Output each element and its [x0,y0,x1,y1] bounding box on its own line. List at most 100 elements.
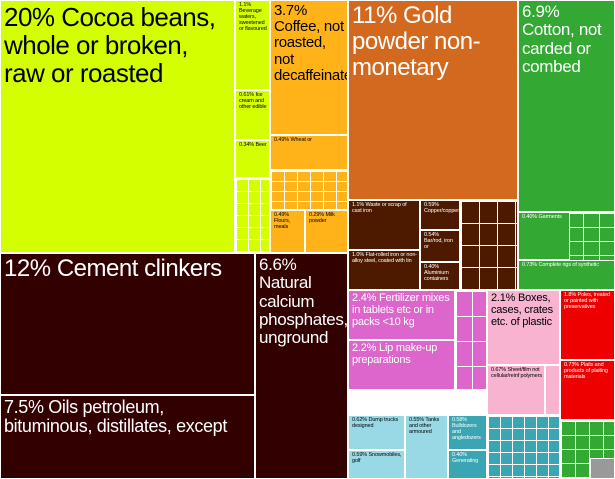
treemap-cell: 0.73% Complete rigs of synthetic [518,260,615,290]
cell-label: 0.73% Complete rigs of synthetic [522,262,612,269]
cell-label: 11% Gold powder non-monetary [352,3,515,81]
cell-label: 7.5% Oils petroleum, bituminous, distill… [4,397,252,437]
value-label: 2.2% [352,342,377,354]
category-label: Aluminium containers [424,269,449,282]
category-label: Tanks and other armoured [409,417,440,435]
treemap-cell: 0.54% Bar/rod, iron or [420,230,460,262]
value-label: 0.54% [424,232,440,238]
group-bg [590,458,615,479]
value-label: 0.73% [564,362,580,368]
treemap-cell: 2.4% Fertilizer mixes in tablets etc or … [348,290,455,340]
treemap-cell: 7.5% Oils petroleum, bituminous, distill… [0,395,255,479]
treemap-cell: 0.59% Copper/copper [420,200,460,230]
category-label: Oils petroleum, bituminous, distillates,… [4,397,227,437]
cell-label: 0.61% Ice cream and other edible [239,92,267,111]
category-label: Snowmobiles, golf [352,452,402,464]
cell-label: 0.34% Beer [239,142,267,149]
treemap-cell: 1.1% Beverage waters, sweetened or flavo… [235,0,270,90]
group-bg [545,365,560,415]
treemap-cell: 0.40% Generating [448,450,487,479]
value-label: 0.61% [239,92,255,98]
cell-label: 0.40% Aluminium containers [424,264,457,283]
cell-label: 2.1% Boxes, cases, crates etc. of plasti… [491,292,557,329]
value-label: 12% [4,255,51,282]
group-bg [455,290,487,390]
cell-label: 0.29% Milk powder [309,212,345,225]
value-label: 0.59% [424,202,440,208]
cell-label: 2.4% Fertilizer mixes in tablets etc or … [352,292,452,329]
group-bg [487,415,560,479]
value-label: 0.59% [352,452,368,458]
value-label: 0.40% [452,452,468,458]
category-label: Bar/rod, iron or [424,237,453,250]
cell-label: 0.59% Snowmobiles, golf [352,452,402,465]
category-label: Copper/copper [424,207,459,214]
cell-label: 0.40% Garments [522,214,567,221]
category-label: Sheet/film not cellular/reinf polymers [491,367,542,379]
category-label: Flours, meals [274,217,291,230]
category-label: Lip make-up preparations [352,342,438,366]
treemap-cell: 1.0% Flat-rolled iron or non-alloy steel… [348,250,420,290]
category-label: Ice cream and other edible [239,92,267,110]
category-label: Plaits and products of plaiting material… [564,362,608,380]
treemap-cell: 0.40% Aluminium containers [420,262,460,290]
category-label: Coffee, not roasted, not decaffeinated [274,18,347,84]
category-label: Garments [538,214,562,220]
treemap-cell: 2.1% Boxes, cases, crates etc. of plasti… [487,290,560,365]
category-label: Bulldozers and angledozers [452,422,481,441]
value-label: 0.40% [522,214,538,220]
value-label: 20% [4,2,55,32]
category-label: Boxes, cases, crates etc. of plastic [491,292,553,328]
value-label: 0.34% [239,142,255,148]
category-label: Poles, treated or painted with preservat… [564,292,610,310]
value-label: 0.67% [491,367,507,373]
cell-label: 0.40% Generating [452,452,484,465]
treemap-cell: 2.2% Lip make-up preparations [348,340,455,390]
category-label: Cotton, not carded or combed [522,20,602,77]
category-label: Complete rigs of synthetic [538,262,599,268]
category-label: Cement clinkers [56,255,222,282]
cell-label: 1.1% Waste or scrap of cast iron [352,202,417,215]
cell-label: 12% Cement clinkers [4,256,252,282]
cell-label: 0.59% Copper/copper [424,202,459,215]
category-label: Natural calcium phosphates, unground [259,273,348,348]
group-bg [270,170,348,210]
value-label: 2.1% [491,292,516,304]
treemap-cell: 0.40% Garments [518,212,570,260]
cell-label: 2.2% Lip make-up preparations [352,342,452,367]
value-label: 3.7% [274,2,307,19]
value-label: 0.49% [274,137,290,143]
category-label: Beverage waters, sweetened or flavoured [239,7,267,32]
treemap-cell: 20% Cocoa beans, whole or broken, raw or… [0,0,235,253]
cell-label: 1.0% Flat-rolled iron or non-alloy steel… [352,252,417,265]
value-label: 1.0% [352,252,365,258]
cell-label: 0.58% Bulldozers and angledozers [452,417,484,442]
cell-label: 0.55% Tanks and other armoured [409,417,445,436]
category-label: Generating [452,457,479,464]
value-label: 0.55% [409,417,425,423]
treemap-cell: 3.7% Coffee, not roasted, not decaffeina… [270,0,348,135]
treemap-cell: 0.49% Wheat or [270,135,348,170]
category-label: Flat-rolled iron or non-alloy steel, coa… [352,252,417,264]
group-bg [460,200,518,290]
treemap-cell: 0.29% Milk powder [305,210,348,253]
treemap-cell: 0.58% Bulldozers and angledozers [448,415,487,450]
treemap-cell: 0.55% Tanks and other armoured [405,415,448,479]
value-label: 6.6% [259,255,297,274]
treemap-cell: 0.59% Snowmobiles, golf [348,450,405,479]
category-label: Dump trucks designed [352,417,399,429]
category-label: Gold powder non-monetary [352,2,481,81]
treemap-cell: 1.1% Waste or scrap of cast iron [348,200,420,250]
value-label: 0.49% [274,212,290,218]
treemap-cell: 0.61% Ice cream and other edible [235,90,270,140]
cell-label: 20% Cocoa beans, whole or broken, raw or… [4,3,232,87]
treemap-cell: 0.73% Plaits and products of plaiting ma… [560,360,615,420]
cell-label: 0.49% Wheat or [274,137,345,144]
value-label: 11% [352,2,397,29]
value-label: 0.62% [352,417,368,423]
cell-label: 6.6% Natural calcium phosphates, ungroun… [259,255,348,348]
cell-label: 0.73% Plaits and products of plaiting ma… [564,362,612,381]
cell-label: 0.54% Bar/rod, iron or [424,232,457,251]
cell-label: 0.62% Dump trucks designed [352,417,402,430]
